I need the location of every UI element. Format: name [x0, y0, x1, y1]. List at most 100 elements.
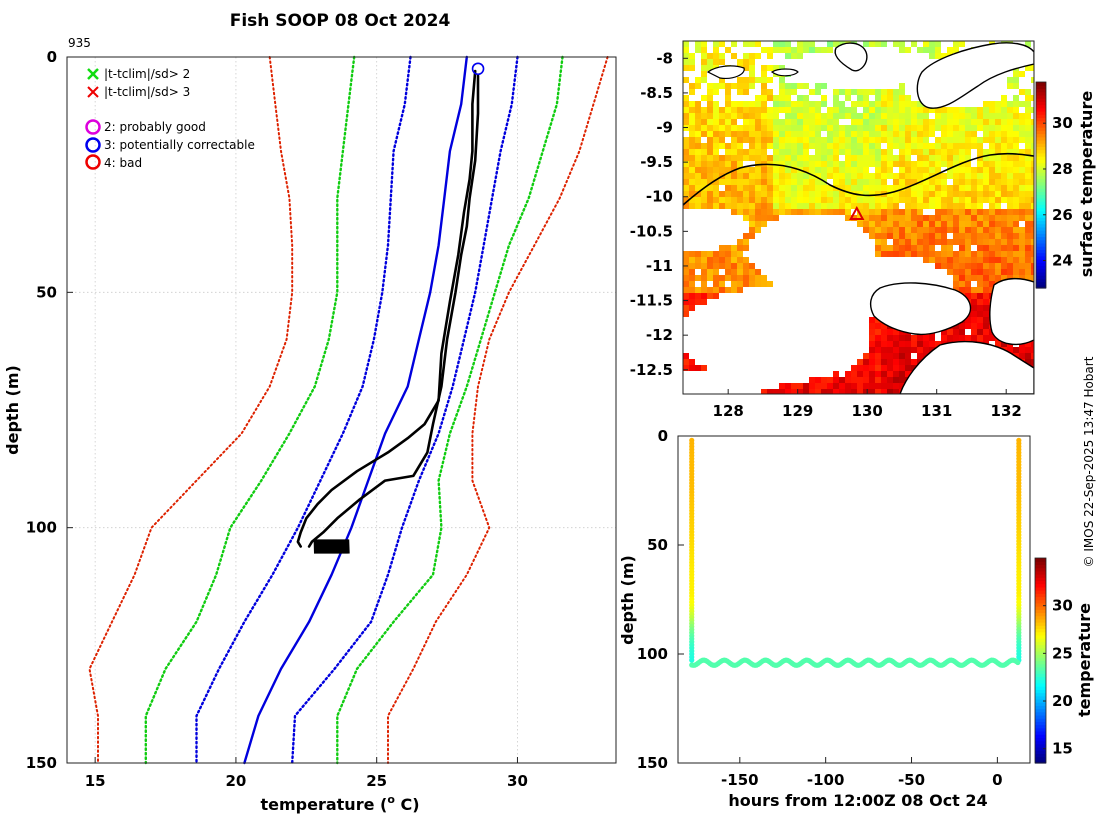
sst-cell [827, 155, 833, 161]
sst-cell [1025, 65, 1031, 71]
sst-cell [965, 191, 971, 197]
sst-cell [743, 77, 749, 83]
sst-cell [725, 47, 731, 53]
sst-cell [875, 191, 881, 197]
sst-cell [767, 203, 773, 209]
sst-cell [971, 191, 977, 197]
sst-cell [761, 101, 767, 107]
sst-cell [959, 269, 965, 275]
sst-cell [713, 161, 719, 167]
sst-cell [773, 389, 779, 394]
sst-cell [899, 95, 905, 101]
sst-cell [695, 77, 701, 83]
sst-cell [773, 65, 779, 71]
sst-cell [725, 89, 731, 95]
sst-cell [689, 143, 695, 149]
sst-cell [941, 257, 947, 263]
sst-cell [839, 89, 845, 95]
sst-cell [797, 131, 803, 137]
sst-cell [725, 263, 731, 269]
sst-cell [929, 143, 935, 149]
sst-cell [881, 341, 887, 347]
sst-cell [1031, 269, 1034, 275]
sst-cell [701, 59, 707, 65]
sst-cell [1025, 137, 1031, 143]
sst-cell [827, 149, 833, 155]
sst-cell [1031, 173, 1034, 179]
sst-cell [845, 377, 851, 383]
sst-cell [935, 41, 941, 47]
sst-cell [995, 197, 1001, 203]
sst-cell [857, 95, 863, 101]
sst-cell [791, 143, 797, 149]
sst-cell [1001, 209, 1007, 215]
sst-cell [701, 275, 707, 281]
sst-cell [761, 221, 767, 227]
sst-cell [965, 317, 971, 323]
sst-cell [1013, 269, 1019, 275]
sst-cell [977, 251, 983, 257]
sst-cell [863, 125, 869, 131]
sst-cell [971, 173, 977, 179]
sst-cell [707, 179, 713, 185]
sst-cell [905, 203, 911, 209]
sst-cell [899, 209, 905, 215]
sst-cell [809, 197, 815, 203]
sst-cell [1013, 71, 1019, 77]
sst-cell [965, 143, 971, 149]
sst-cell [749, 215, 755, 221]
sst-cell [1013, 125, 1019, 131]
sst-cell [977, 227, 983, 233]
sst-cell [977, 191, 983, 197]
sst-cell [923, 245, 929, 251]
sst-cell [1025, 347, 1031, 353]
sst-cell [989, 167, 995, 173]
sst-cell [707, 137, 713, 143]
colorbar-segment [1036, 197, 1046, 202]
series-profile-ascent [307, 74, 480, 548]
sst-cell [683, 95, 689, 101]
sst-cell [755, 167, 761, 173]
imos-credit: © IMOS 22-Sep-2025 13:47 Hobart [1082, 356, 1096, 567]
sst-cell [917, 239, 923, 245]
sst-cell [911, 359, 917, 365]
sst-cell [839, 161, 845, 167]
sst-cell [1025, 125, 1031, 131]
colorbar-segment [1036, 168, 1046, 173]
sst-cell [845, 209, 851, 215]
sst-cell [899, 377, 905, 383]
sst-cell [905, 167, 911, 173]
sst-cell [1007, 209, 1013, 215]
sst-cell [869, 143, 875, 149]
sst-cell [815, 89, 821, 95]
sst-cell [947, 161, 953, 167]
depth-time-x-label: hours from 12:00Z 08 Oct 24 [728, 791, 987, 810]
sst-cell [1019, 191, 1025, 197]
sst-cell [839, 197, 845, 203]
sst-cell [737, 185, 743, 191]
sst-cell [965, 269, 971, 275]
sst-cell [737, 143, 743, 149]
sst-cell [713, 149, 719, 155]
sst-cell [989, 113, 995, 119]
x-tick-label-25: 25 [366, 772, 387, 790]
sst-cell [845, 107, 851, 113]
sst-cell [1007, 155, 1013, 161]
sst-cell [707, 155, 713, 161]
sst-cell [977, 161, 983, 167]
sst-cell [953, 275, 959, 281]
sst-cell [893, 389, 899, 394]
sst-cell [983, 179, 989, 185]
sst-cell [707, 65, 713, 71]
sst-cell [731, 149, 737, 155]
sst-cell [803, 137, 809, 143]
sst-cell [761, 131, 767, 137]
sst-cell [917, 131, 923, 137]
sst-cell [755, 173, 761, 179]
sst-cell [899, 47, 905, 53]
sst-cell [881, 335, 887, 341]
sst-cell [725, 149, 731, 155]
sst-cell [749, 101, 755, 107]
sst-cell [1025, 101, 1031, 107]
sst-cell [917, 101, 923, 107]
